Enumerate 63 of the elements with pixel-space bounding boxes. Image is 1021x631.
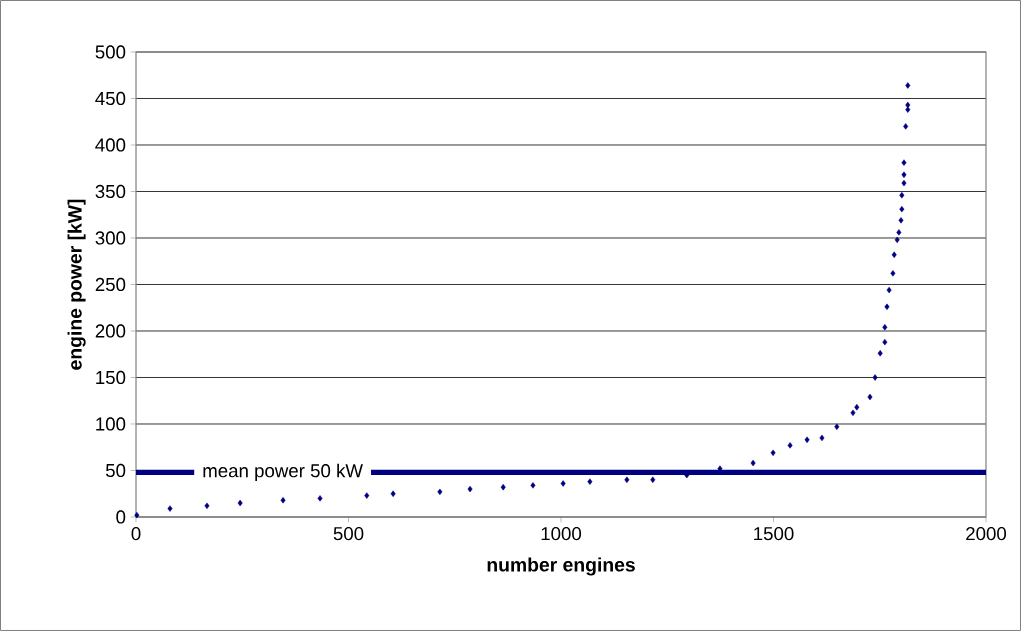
y-tick-label: 450: [95, 91, 126, 106]
point: [854, 404, 860, 411]
x-tick-label: 0: [131, 527, 141, 541]
point: [467, 485, 473, 493]
point: [364, 492, 370, 499]
point: [884, 303, 890, 311]
point: [903, 123, 909, 130]
x-tick-label: 500: [333, 527, 364, 541]
y-tick-label: 350: [95, 184, 126, 199]
point: [437, 488, 443, 496]
ref-line-label: mean power 50 kW: [203, 463, 363, 482]
y-tick-label: 50: [105, 463, 126, 478]
x-axis-title: number engines: [487, 557, 635, 576]
point: [886, 286, 892, 294]
point: [901, 159, 907, 166]
point: [237, 499, 243, 507]
point: [560, 480, 566, 487]
y-tick-label: 150: [96, 370, 126, 385]
point: [804, 436, 810, 443]
point: [901, 171, 907, 178]
point: [834, 423, 840, 430]
point: [905, 101, 911, 109]
y-tick-label: 200: [95, 324, 126, 338]
point: [867, 393, 873, 401]
point: [898, 217, 904, 224]
point: [317, 495, 323, 502]
point: [650, 476, 656, 483]
y-tick-label: 500: [95, 45, 126, 59]
point: [894, 236, 900, 244]
point: [750, 459, 756, 467]
point: [899, 205, 905, 213]
point: [877, 350, 883, 357]
point: [872, 374, 878, 381]
y-tick-label: 100: [96, 417, 126, 431]
point: [134, 511, 140, 519]
point: [882, 338, 888, 346]
y-tick-label: 400: [95, 138, 126, 152]
point: [901, 179, 907, 187]
y-tick-label: 0: [116, 510, 126, 524]
y-axis-title: engine power [kW]: [67, 199, 86, 370]
point: [850, 409, 856, 417]
point: [587, 478, 593, 485]
point: [500, 484, 506, 491]
point: [787, 442, 793, 449]
point: [819, 434, 825, 442]
x-tick-label: 2000: [966, 527, 1007, 541]
y-tick-label: 250: [95, 277, 126, 292]
point: [280, 497, 286, 504]
point: [882, 324, 888, 331]
x-tick-label: 1500: [754, 527, 794, 541]
point: [390, 490, 396, 497]
point: [530, 482, 536, 489]
point: [770, 449, 776, 457]
point: [899, 192, 905, 199]
point: [204, 502, 210, 510]
point: [896, 229, 902, 236]
point: [890, 270, 896, 277]
y-tick-label: 300: [95, 231, 126, 245]
point: [624, 476, 630, 483]
point: [167, 505, 173, 512]
point: [905, 82, 911, 89]
x-tick-label: 1000: [541, 527, 582, 541]
point: [891, 251, 897, 258]
